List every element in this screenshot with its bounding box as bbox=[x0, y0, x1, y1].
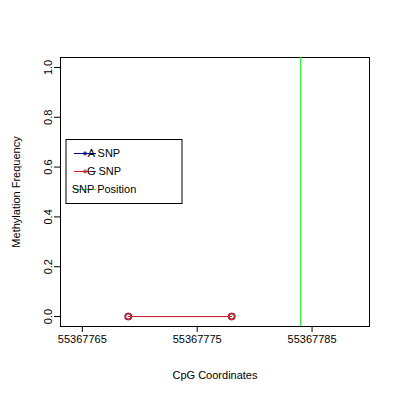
svg-text:A SNP: A SNP bbox=[88, 147, 120, 159]
svg-text:55367765: 55367765 bbox=[58, 333, 107, 345]
svg-text:CpG Coordinates: CpG Coordinates bbox=[173, 369, 258, 381]
svg-text:55367785: 55367785 bbox=[288, 333, 337, 345]
svg-text:1.0: 1.0 bbox=[42, 60, 54, 75]
svg-text:0.4: 0.4 bbox=[42, 209, 54, 224]
svg-text:0.8: 0.8 bbox=[42, 110, 54, 125]
svg-text:G SNP: G SNP bbox=[87, 165, 121, 177]
svg-text:Methylation Frequency: Methylation Frequency bbox=[10, 136, 22, 248]
svg-text:0.0: 0.0 bbox=[42, 309, 54, 324]
svg-text:0.6: 0.6 bbox=[42, 159, 54, 174]
svg-text:SNP Position: SNP Position bbox=[72, 183, 137, 195]
svg-text:55367775: 55367775 bbox=[173, 333, 222, 345]
svg-text:0.2: 0.2 bbox=[42, 259, 54, 274]
